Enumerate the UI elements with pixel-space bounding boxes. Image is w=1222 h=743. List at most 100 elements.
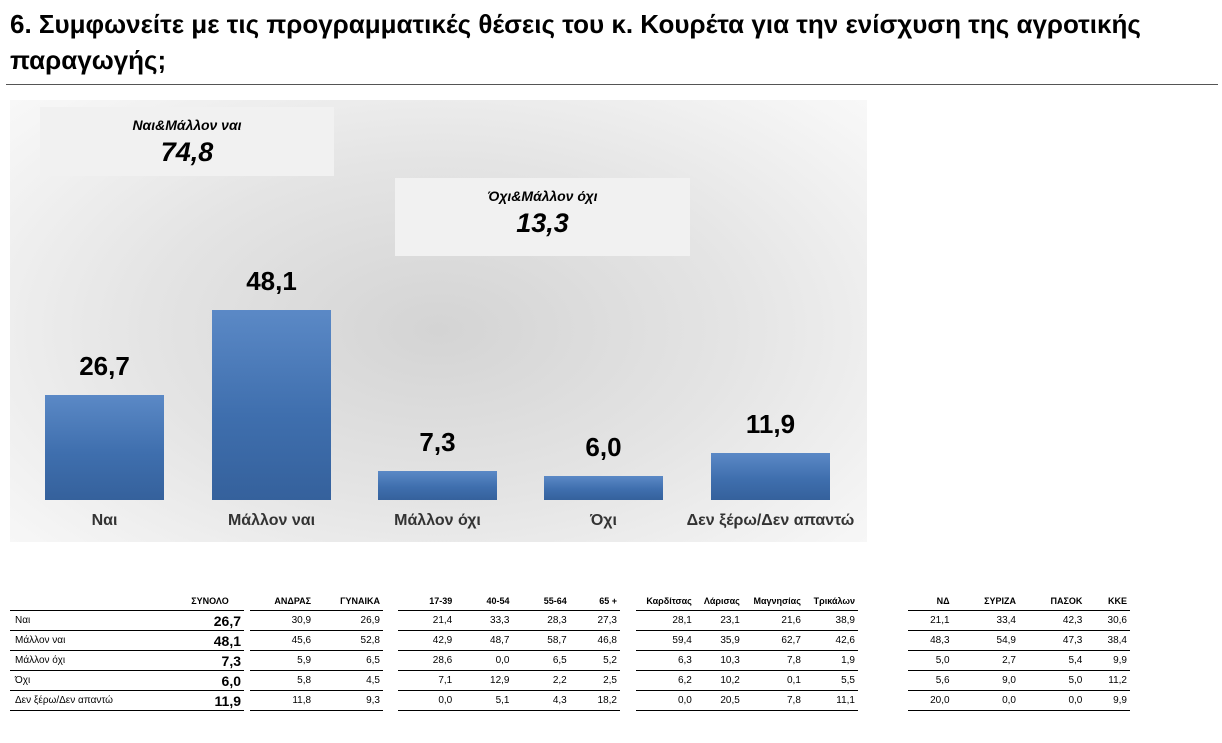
title-divider — [6, 84, 1218, 85]
cell-value: 21,4 — [398, 610, 456, 631]
table-row: 48,3 54,9 47,3 38,4 — [908, 630, 1130, 651]
cell-value: 5,0 — [908, 650, 953, 671]
table-row: 11,8 9,3 — [250, 690, 383, 711]
cell-value: 20,0 — [908, 690, 953, 711]
cell-value: 9,0 — [952, 670, 1019, 691]
col-header: ΚΚΕ — [1085, 592, 1130, 611]
row-label: Ναι — [10, 610, 176, 631]
table-row: Μάλλον όχι 7,3 — [10, 650, 244, 671]
cell-value: 9,9 — [1085, 690, 1130, 711]
cell-value: 7,1 — [398, 670, 456, 691]
col-header: 55-64 — [512, 592, 570, 611]
category-label-1: Μάλλον ναι — [227, 512, 316, 529]
cell-value: 5,2 — [569, 650, 620, 671]
col-header: ΑΝΔΡΑΣ — [250, 592, 315, 611]
value-label-0: 26,7 — [79, 351, 130, 381]
col-header: ΣΥΡΙΖΑ — [952, 592, 1019, 611]
table-row: 7,1 12,9 2,2 2,5 — [398, 670, 620, 691]
cell-value: 0,0 — [455, 650, 513, 671]
cell-value: 5,6 — [908, 670, 953, 691]
table-row: 42,9 48,7 58,7 46,8 — [398, 630, 620, 651]
col-header: Τρικάλων — [803, 592, 858, 611]
table-row: 5,8 4,5 — [250, 670, 383, 691]
cell-value: 11,8 — [250, 690, 315, 711]
table-row: 28,6 0,0 6,5 5,2 — [398, 650, 620, 671]
cell-value: 10,2 — [694, 670, 743, 691]
col-header: ΠΑΣΟΚ — [1018, 592, 1086, 611]
cell-value: 33,3 — [455, 610, 513, 631]
cell-value: 4,3 — [512, 690, 570, 711]
cell-value: 28,3 — [512, 610, 570, 631]
category-label-3: Όχι — [590, 512, 617, 529]
cell-value: 9,9 — [1085, 650, 1130, 671]
table-row: 21,1 33,4 42,3 30,6 — [908, 610, 1130, 631]
table-row: 21,4 33,3 28,3 27,3 — [398, 610, 620, 631]
total-value: 48,1 — [175, 630, 244, 651]
cell-value: 46,8 — [569, 630, 620, 651]
total-value: 6,0 — [175, 670, 244, 691]
col-header: ΓΥΝΑΙΚΑ — [314, 592, 383, 611]
summary-box-agree: Ναι&Μάλλον ναι 74,8 — [40, 107, 334, 176]
bar-0 — [45, 395, 164, 500]
cell-value: 2,5 — [569, 670, 620, 691]
cell-value: 38,4 — [1085, 630, 1130, 651]
cell-value: 11,1 — [803, 690, 858, 711]
cell-value: 42,3 — [1018, 610, 1086, 631]
cell-value: 0,0 — [1018, 690, 1086, 711]
cell-value: 62,7 — [742, 630, 804, 651]
cell-value: 26,9 — [314, 610, 383, 631]
table-row: 28,1 23,1 21,6 38,9 — [636, 610, 858, 631]
category-label-2: Μάλλον όχι — [394, 512, 481, 529]
cell-value: 5,0 — [1018, 670, 1086, 691]
cell-value: 12,9 — [455, 670, 513, 691]
cell-value: 54,9 — [952, 630, 1019, 651]
cell-value: 28,6 — [398, 650, 456, 671]
category-label-4: Δεν ξέρω/Δεν απαντώ — [686, 512, 855, 529]
cell-value: 30,9 — [250, 610, 315, 631]
cell-value: 23,1 — [694, 610, 743, 631]
table-row: Δεν ξέρω/Δεν απαντώ 11,9 — [10, 690, 244, 711]
cell-value: 6,2 — [636, 670, 695, 691]
col-header-total: ΣΥΝΟΛΟ — [175, 592, 244, 611]
cell-value: 5,8 — [250, 670, 315, 691]
cell-value: 5,1 — [455, 690, 513, 711]
cell-value: 20,5 — [694, 690, 743, 711]
table-row: Μάλλον ναι 48,1 — [10, 630, 244, 651]
summary-disagree-label: Όχι&Μάλλον όχι — [487, 188, 598, 204]
cell-value: 35,9 — [694, 630, 743, 651]
cell-value: 42,9 — [398, 630, 456, 651]
row-label: Δεν ξέρω/Δεν απαντώ — [10, 690, 176, 711]
cell-value: 0,0 — [398, 690, 456, 711]
summary-agree-value: 74,8 — [160, 137, 214, 167]
category-label-0: Ναι — [91, 512, 118, 529]
table-row: 6,2 10,2 0,1 5,5 — [636, 670, 858, 691]
value-label-3: 6,0 — [585, 432, 622, 462]
table-row: 0,0 5,1 4,3 18,2 — [398, 690, 620, 711]
table-total: ΣΥΝΟΛΟ Ναι 26,7 Μάλλον ναι 48,1 Μάλλον όχι 7,… — [10, 592, 244, 711]
cell-value: 48,3 — [908, 630, 953, 651]
table-row: 5,0 2,7 5,4 9,9 — [908, 650, 1130, 671]
table-row: 0,0 20,5 7,8 11,1 — [636, 690, 858, 711]
cell-value: 33,4 — [952, 610, 1019, 631]
bar-4 — [711, 453, 830, 500]
cell-value: 28,1 — [636, 610, 695, 631]
total-value: 11,9 — [175, 690, 244, 711]
page-title: 6. Συμφωνείτε με τις προγραμματικές θέσε… — [10, 9, 1141, 75]
cell-value: 5,4 — [1018, 650, 1086, 671]
cell-value: 10,3 — [694, 650, 743, 671]
value-label-4: 11,9 — [745, 409, 796, 439]
row-label: Μάλλον όχι — [10, 650, 176, 671]
row-label: Όχι — [10, 670, 176, 691]
cell-value: 0,0 — [636, 690, 695, 711]
cell-value: 2,7 — [952, 650, 1019, 671]
row-label: Μάλλον ναι — [10, 630, 176, 651]
value-label-1: 48,1 — [246, 266, 297, 296]
table-party: ΝΔ ΣΥΡΙΖΑ ΠΑΣΟΚ ΚΚΕ 21,1 33,4 42,3 30,6 48,3 54,9… — [908, 592, 1130, 711]
table-row: 5,6 9,0 5,0 11,2 — [908, 670, 1130, 691]
cell-value: 18,2 — [569, 690, 620, 711]
value-label-2: 7,3 — [419, 427, 456, 457]
col-header: 65 + — [569, 592, 620, 611]
table-row: 30,9 26,9 — [250, 610, 383, 631]
table-row: Όχι 6,0 — [10, 670, 244, 691]
cell-value: 48,7 — [455, 630, 513, 651]
